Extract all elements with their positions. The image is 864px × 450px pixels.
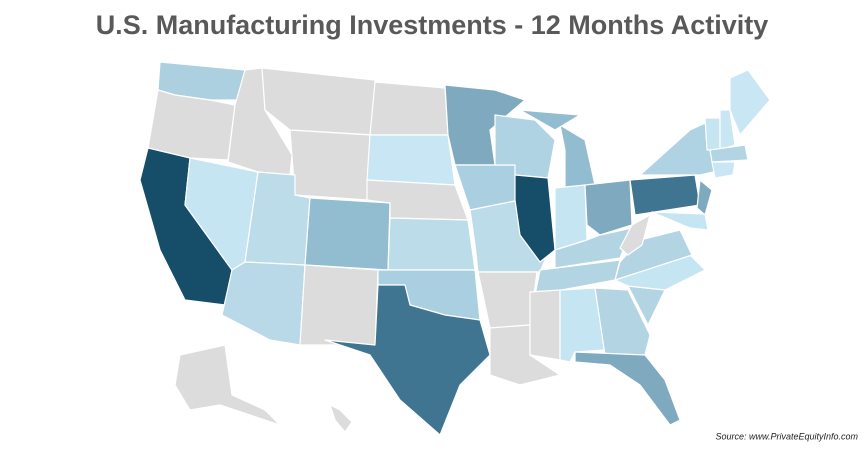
state [529,289,561,361]
state [719,109,736,151]
state [619,214,651,256]
state [704,117,721,151]
state [519,109,581,131]
state [709,144,749,163]
state [174,344,281,426]
state [444,84,526,166]
state [366,134,456,186]
state [387,217,476,271]
state [651,211,709,231]
state [289,129,371,201]
state [369,81,449,136]
source-note: Source: www.PrivateEquityInfo.com [715,431,858,441]
state [324,284,491,436]
state [299,264,379,346]
state [711,161,736,179]
state [696,179,713,216]
state [514,174,556,263]
state [304,197,391,271]
state [629,174,701,216]
state [477,271,538,329]
state-shapes [139,61,771,436]
state [729,69,771,136]
state [574,351,681,426]
map-title: U.S. Manufacturing Investments - 12 Mont… [96,10,769,40]
state [554,184,588,251]
state [594,287,651,356]
state [221,261,306,346]
state [559,124,596,191]
state [329,404,353,433]
state [261,67,376,136]
state [584,179,633,236]
